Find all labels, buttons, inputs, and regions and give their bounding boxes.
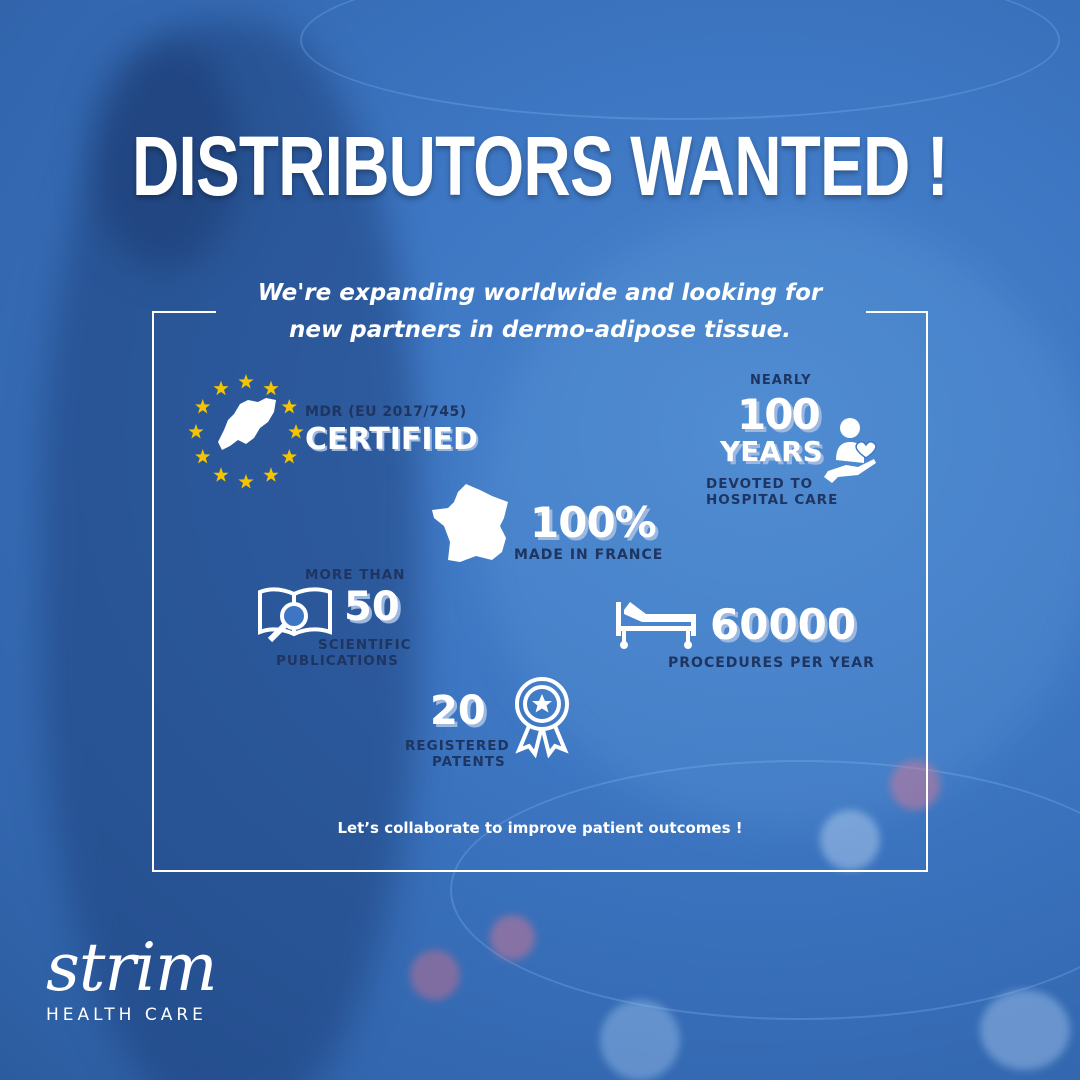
eu-star bbox=[238, 374, 254, 389]
patents-value: 20 bbox=[430, 688, 486, 734]
bokeh-light bbox=[820, 810, 880, 870]
logo-wordmark: strim bbox=[46, 929, 218, 1006]
eu-star bbox=[288, 424, 304, 439]
award-ribbon-icon bbox=[513, 676, 571, 759]
years-prefix: NEARLY bbox=[750, 373, 812, 388]
bokeh-light bbox=[490, 915, 535, 960]
eu-stars-europe-map-icon bbox=[188, 372, 308, 492]
logo-tagline: HEALTH CARE bbox=[46, 1005, 207, 1025]
eu-star bbox=[263, 380, 279, 396]
years-unit: YEARS bbox=[720, 435, 823, 468]
france-map-icon bbox=[430, 482, 512, 566]
publications-prefix: MORE THAN bbox=[305, 567, 406, 583]
globe-glow bbox=[480, 210, 1080, 830]
hospital-bed-icon bbox=[616, 600, 698, 650]
patents-caption-2: PATENTS bbox=[432, 754, 506, 770]
mdr-label: MDR (EU 2017/745) bbox=[305, 404, 467, 420]
eu-star bbox=[213, 380, 229, 396]
strim-logo: strim HEALTH CARE bbox=[46, 929, 218, 1026]
france-caption: MADE IN FRANCE bbox=[514, 547, 664, 563]
patents-caption-1: REGISTERED bbox=[405, 738, 510, 754]
book-magnifier-icon bbox=[256, 586, 334, 644]
eu-star bbox=[281, 399, 297, 414]
bokeh-light bbox=[410, 950, 460, 1000]
years-value: 100 bbox=[737, 390, 821, 439]
eu-star bbox=[195, 399, 211, 414]
hand-care-person-heart-icon bbox=[818, 415, 880, 487]
france-value: 100% bbox=[530, 498, 657, 547]
years-caption-2: HOSPITAL CARE bbox=[706, 492, 839, 508]
headline: DISTRIBUTORS WANTED ! bbox=[132, 119, 949, 213]
publications-caption-1: SCIENTIFIC bbox=[318, 637, 412, 653]
orbit-ring bbox=[450, 760, 1080, 1020]
bokeh-light bbox=[890, 760, 940, 810]
procedures-value: 60000 bbox=[710, 600, 857, 649]
eu-star bbox=[263, 467, 279, 482]
cta-text: Let’s collaborate to improve patient out… bbox=[337, 819, 743, 837]
bokeh-light bbox=[980, 990, 1070, 1070]
bokeh-light bbox=[600, 1000, 680, 1080]
eu-star bbox=[281, 449, 297, 464]
eu-star bbox=[213, 467, 229, 482]
certified-value: CERTIFIED bbox=[305, 422, 478, 457]
orbit-ring bbox=[300, 0, 1060, 120]
subtitle-line-1: We're expanding worldwide and looking fo… bbox=[257, 280, 823, 306]
procedures-caption: PROCEDURES PER YEAR bbox=[668, 655, 875, 671]
subtitle-line-2: new partners in dermo-adipose tissue. bbox=[289, 317, 791, 343]
publications-caption-2: PUBLICATIONS bbox=[276, 653, 399, 669]
eu-star bbox=[188, 424, 204, 439]
eu-star bbox=[195, 449, 211, 464]
publications-value: 50 bbox=[344, 584, 400, 630]
years-caption-1: DEVOTED TO bbox=[706, 476, 814, 492]
silhouette-head bbox=[90, 40, 240, 270]
europe-map bbox=[218, 398, 276, 450]
eu-star bbox=[238, 474, 254, 489]
